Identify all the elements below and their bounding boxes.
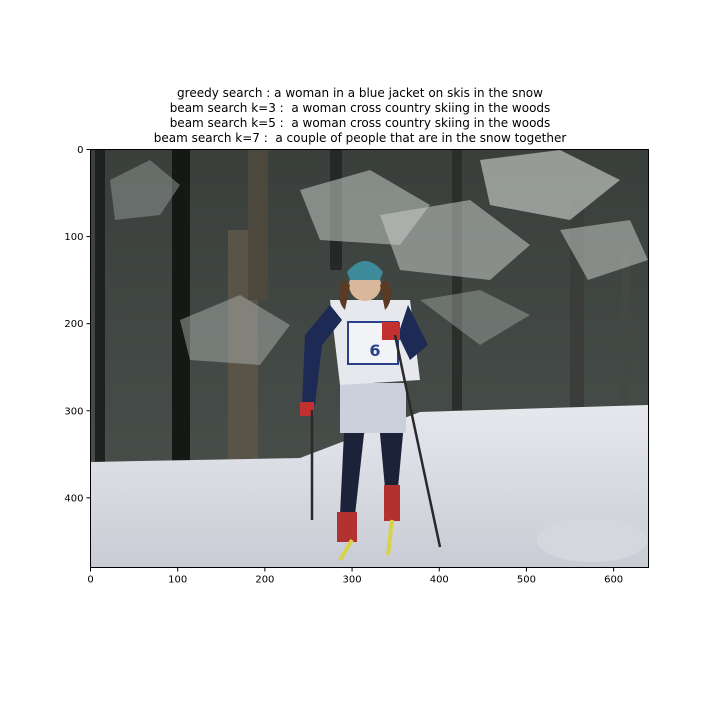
x-tick-label: 600 [604, 575, 623, 586]
x-tick-label: 200 [255, 575, 274, 586]
x-tick-label: 400 [430, 575, 449, 586]
y-tick-label: 300 [64, 406, 83, 417]
y-axis: 0 100 200 300 400 [64, 145, 91, 504]
y-tick-label: 200 [64, 319, 83, 330]
x-tick-label: 0 [87, 575, 93, 586]
x-tick-label: 300 [343, 575, 362, 586]
title-line-greedy: greedy search : a woman in a blue jacket… [177, 86, 543, 100]
plot-title: greedy search : a woman in a blue jacket… [0, 86, 720, 146]
bib-number: 6 [369, 341, 380, 360]
x-tick-label: 500 [517, 575, 536, 586]
y-tick-label: 100 [64, 232, 83, 243]
skier: 6 [300, 261, 442, 562]
x-tick-label: 100 [168, 575, 187, 586]
title-line-beam-7: beam search k=7 : a couple of people tha… [153, 131, 567, 145]
photo: 6 [91, 150, 648, 567]
title-line-beam-5: beam search k=5 : a woman cross country … [169, 116, 551, 130]
y-tick-label: 0 [77, 145, 83, 156]
y-tick-label: 400 [64, 493, 83, 504]
x-axis: 0 100 200 300 400 500 600 [87, 567, 623, 586]
title-line-beam-3: beam search k=3 : a woman cross country … [169, 101, 551, 115]
axes-frame [90, 149, 649, 568]
